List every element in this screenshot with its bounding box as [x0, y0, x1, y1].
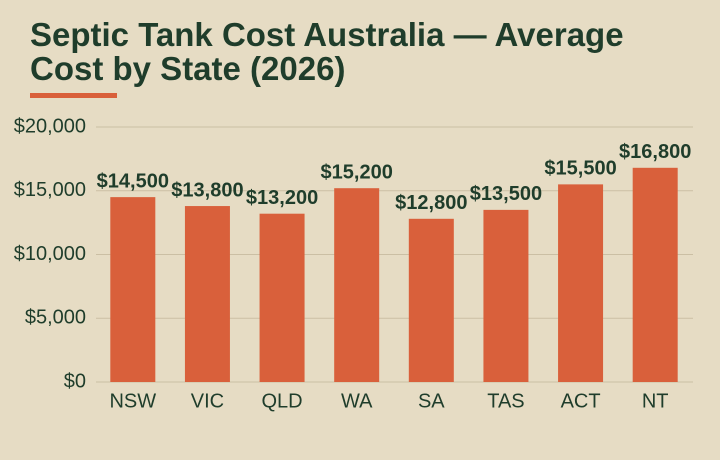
bar [110, 197, 156, 382]
y-tick-label: $10,000 [14, 243, 86, 265]
bar [334, 188, 380, 382]
value-label: $13,800 [171, 179, 243, 201]
bar [632, 167, 678, 382]
x-tick-label: VIC [191, 390, 224, 412]
x-tick-label: SA [418, 390, 445, 412]
x-tick-label: WA [341, 390, 373, 412]
value-label: $14,500 [97, 170, 169, 192]
value-label: $16,800 [619, 141, 691, 163]
value-label: $12,800 [395, 192, 467, 214]
x-tick-label: NT [642, 390, 669, 412]
value-label: $13,200 [246, 187, 318, 209]
bar [558, 184, 604, 382]
bar [483, 209, 529, 382]
value-label: $15,200 [321, 161, 393, 183]
x-tick-label: ACT [561, 390, 601, 412]
bar [259, 213, 305, 382]
y-tick-label: $15,000 [14, 179, 86, 201]
x-tick-label: TAS [487, 390, 524, 412]
title-accent [30, 93, 117, 98]
bar [184, 206, 230, 382]
chart-title: Septic Tank Cost Australia — Average Cos… [30, 16, 624, 87]
x-tick-label: NSW [109, 390, 156, 412]
value-label: $13,500 [470, 183, 542, 205]
x-tick-label: QLD [262, 390, 303, 412]
y-tick-label: $20,000 [14, 115, 86, 137]
bar [408, 218, 454, 382]
y-tick-label: $0 [64, 370, 86, 392]
y-tick-label: $5,000 [25, 307, 86, 329]
value-label: $15,500 [544, 158, 616, 180]
